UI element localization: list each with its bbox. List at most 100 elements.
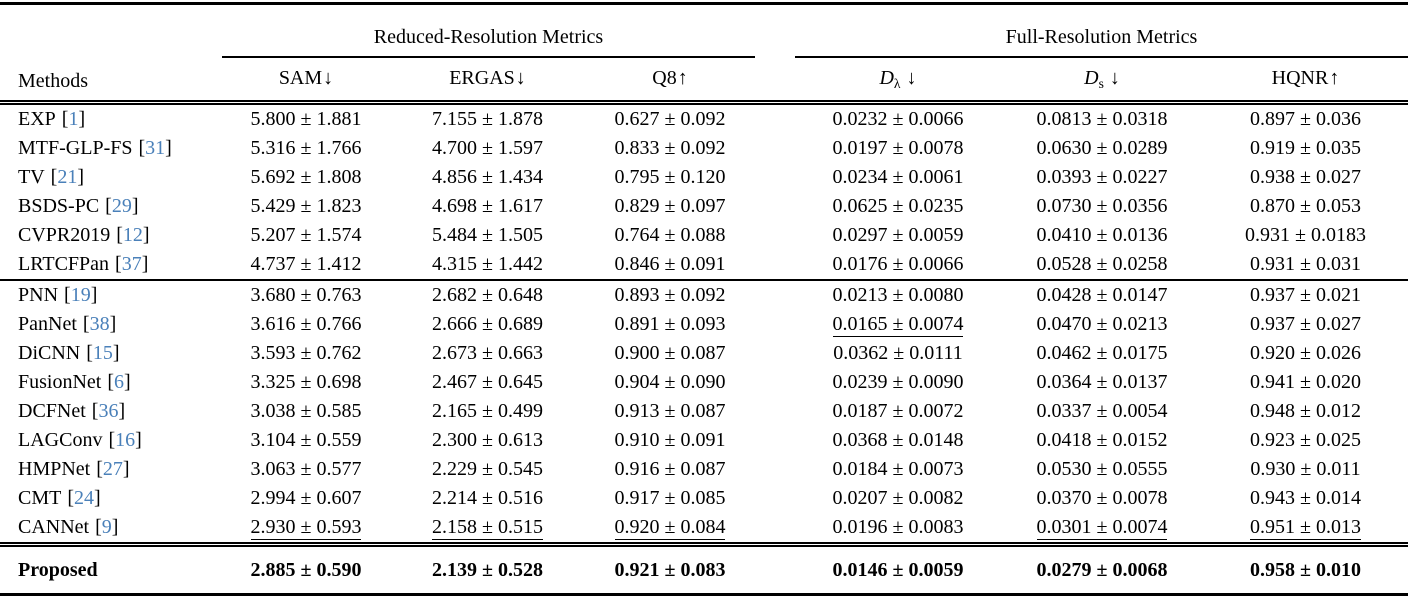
- method-cell: EXP [1]: [0, 103, 222, 135]
- method-name: DCFNet: [18, 400, 86, 422]
- citation-close-bracket: ]: [90, 284, 98, 306]
- citation-number[interactable]: 6: [114, 371, 125, 393]
- citation-close-bracket: ]: [111, 516, 119, 538]
- citation-number[interactable]: 29: [111, 195, 132, 217]
- column-group-gap: [755, 484, 795, 513]
- metric-value: 0.0297 ± 0.0059: [832, 224, 964, 246]
- metric-value: 0.0428 ± 0.0147: [1036, 284, 1168, 306]
- metric-value-cell: 0.937 ± 0.027: [1203, 310, 1408, 339]
- metric-column-header: Dλ ↓: [795, 57, 1001, 105]
- citation-open-bracket: [: [115, 253, 122, 275]
- citation: [19]: [64, 284, 97, 306]
- citation: [37]: [115, 253, 148, 275]
- citation-number[interactable]: 38: [89, 313, 110, 335]
- citation-open-bracket: [: [61, 108, 69, 130]
- method-cell: LAGConv [16]: [0, 426, 222, 455]
- citation-number[interactable]: 24: [74, 487, 95, 509]
- citation-number[interactable]: 16: [115, 429, 136, 451]
- metric-value: 2.158 ± 0.515: [432, 515, 543, 540]
- metric-value: 2.666 ± 0.689: [432, 313, 543, 335]
- citation-number[interactable]: 27: [102, 458, 123, 480]
- column-group-gap: [755, 368, 795, 397]
- citation-number[interactable]: 21: [57, 166, 78, 188]
- metric-value: 0.0146 ± 0.0059: [832, 558, 964, 581]
- citation: [38]: [83, 313, 116, 335]
- metric-value: 0.0625 ± 0.0235: [832, 195, 964, 217]
- metric-value-cell: 0.0146 ± 0.0059: [795, 544, 1001, 596]
- metric-value: 0.930 ± 0.011: [1250, 458, 1361, 480]
- citation-open-bracket: [: [86, 342, 93, 364]
- citation-number[interactable]: 15: [92, 342, 113, 364]
- metric-value-cell: 0.870 ± 0.053: [1203, 192, 1408, 221]
- metric-value-cell: 0.0279 ± 0.0068: [1001, 544, 1203, 596]
- metric-value: 5.207 ± 1.574: [250, 224, 362, 246]
- citation-close-bracket: ]: [131, 195, 139, 217]
- citation-number[interactable]: 36: [98, 400, 119, 422]
- metric-value: 2.930 ± 0.593: [250, 515, 362, 540]
- citation-number[interactable]: 1: [68, 108, 79, 130]
- metric-value-cell: 3.063 ± 0.577: [222, 455, 390, 484]
- citation-number[interactable]: 31: [145, 137, 166, 159]
- metric-value-cell: 0.920 ± 0.084: [585, 513, 755, 547]
- metric-subscript: λ: [893, 75, 901, 91]
- metric-label: D: [1084, 66, 1099, 89]
- group-header-full-resolution: Full-Resolution Metrics: [795, 3, 1408, 58]
- table-row: CMT [24] 2.994 ± 0.607 2.214 ± 0.516 0.917 ±…: [0, 484, 1408, 513]
- metric-value-cell: 5.484 ± 1.505: [390, 221, 585, 250]
- metric-value-cell: 0.0234 ± 0.0061: [795, 163, 1001, 192]
- citation-number[interactable]: 19: [70, 284, 91, 306]
- citation-open-bracket: [: [82, 313, 90, 335]
- metric-value-cell: 0.0165 ± 0.0074: [795, 310, 1001, 339]
- table-row: CVPR2019 [12] 5.207 ± 1.574 5.484 ± 1.505 0.…: [0, 221, 1408, 250]
- metric-value: 0.0528 ± 0.0258: [1036, 253, 1168, 275]
- metric-value: 0.0393 ± 0.0227: [1036, 166, 1168, 188]
- method-name: TV: [18, 166, 45, 188]
- metric-value-cell: 0.0297 ± 0.0059: [795, 221, 1001, 250]
- metric-value: 0.893 ± 0.092: [614, 284, 726, 306]
- metric-value: 0.0418 ± 0.0152: [1036, 429, 1168, 451]
- metric-value-cell: 0.930 ± 0.011: [1203, 455, 1408, 484]
- metric-value-cell: 0.0625 ± 0.0235: [795, 192, 1001, 221]
- column-group-gap: [755, 310, 795, 339]
- metric-value-cell: 0.0528 ± 0.0258: [1001, 250, 1203, 281]
- metric-value: 5.429 ± 1.823: [250, 195, 362, 217]
- method-name: LRTCFPan: [18, 253, 110, 275]
- metric-value: 5.316 ± 1.766: [250, 137, 362, 159]
- method-name: MTF-GLP-FS: [18, 137, 133, 159]
- citation: [31]: [138, 137, 171, 159]
- metric-value-cell: 5.207 ± 1.574: [222, 221, 390, 250]
- metric-value: 3.325 ± 0.698: [250, 371, 362, 393]
- metric-value: 0.891 ± 0.093: [614, 313, 726, 335]
- column-group-gap: [755, 250, 795, 281]
- citation-number[interactable]: 9: [101, 516, 112, 538]
- metric-value-cell: 0.951 ± 0.013: [1203, 513, 1408, 547]
- citation: [21]: [51, 166, 84, 188]
- metric-value-cell: 0.0370 ± 0.0078: [1001, 484, 1203, 513]
- metric-value: 2.673 ± 0.663: [432, 342, 543, 364]
- method-cell: HMPNet [27]: [0, 455, 222, 484]
- metric-value-cell: 0.920 ± 0.026: [1203, 339, 1408, 368]
- citation-close-bracket: ]: [94, 487, 101, 509]
- citation-open-bracket: [: [108, 429, 116, 451]
- metric-value: 3.063 ± 0.577: [250, 458, 362, 480]
- citation-number[interactable]: 12: [122, 224, 143, 246]
- citation-number[interactable]: 37: [121, 253, 142, 275]
- proposed-row: Proposed 2.885 ± 0.590 2.139 ± 0.528 0.921 …: [0, 544, 1408, 596]
- metric-value-cell: 0.0462 ± 0.0175: [1001, 339, 1203, 368]
- metric-value-cell: 3.325 ± 0.698: [222, 368, 390, 397]
- metric-value: 4.315 ± 1.442: [432, 253, 543, 275]
- metric-value-cell: 2.994 ± 0.607: [222, 484, 390, 513]
- method-cell: CMT [24]: [0, 484, 222, 513]
- table-row: HMPNet [27] 3.063 ± 0.577 2.229 ± 0.545 0.91…: [0, 455, 1408, 484]
- citation-close-bracket: ]: [118, 400, 126, 422]
- column-group-gap: [755, 397, 795, 426]
- method-name: PNN: [18, 284, 59, 306]
- metric-value-cell: 3.616 ± 0.766: [222, 310, 390, 339]
- table-header: Methods Reduced-Resolution Metrics Full-…: [0, 3, 1408, 105]
- metric-value: 4.700 ± 1.597: [432, 137, 543, 159]
- column-group-gap: [755, 221, 795, 250]
- metric-value-cell: 0.0196 ± 0.0083: [795, 513, 1001, 547]
- metric-value: 0.0176 ± 0.0066: [832, 253, 964, 275]
- metric-value-cell: 3.038 ± 0.585: [222, 397, 390, 426]
- metric-value-cell: 0.893 ± 0.092: [585, 280, 755, 310]
